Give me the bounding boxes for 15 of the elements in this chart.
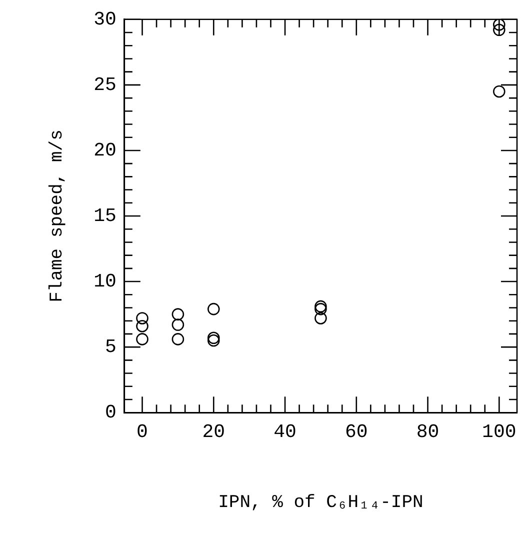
x-axis-title: IPN, % of C₆H₁₄-IPN	[218, 492, 424, 513]
y-tick-label: 10	[94, 270, 116, 293]
y-tick-label: 20	[94, 140, 116, 162]
y-tick-label: 5	[104, 336, 116, 358]
x-tick-label: 20	[202, 421, 226, 444]
y-tick-label: 0	[104, 402, 116, 424]
x-tick-label: 100	[482, 421, 516, 444]
x-tick-label: 60	[344, 421, 368, 444]
y-tick-label: 25	[94, 74, 116, 96]
y-axis-title: Flame speed, m/s	[48, 130, 68, 302]
x-tick-label: 80	[416, 421, 440, 444]
y-tick-label: 30	[94, 8, 116, 30]
x-tick-label: 0	[136, 421, 148, 444]
y-tick-label: 15	[94, 205, 116, 228]
x-tick-label: 40	[274, 421, 296, 444]
